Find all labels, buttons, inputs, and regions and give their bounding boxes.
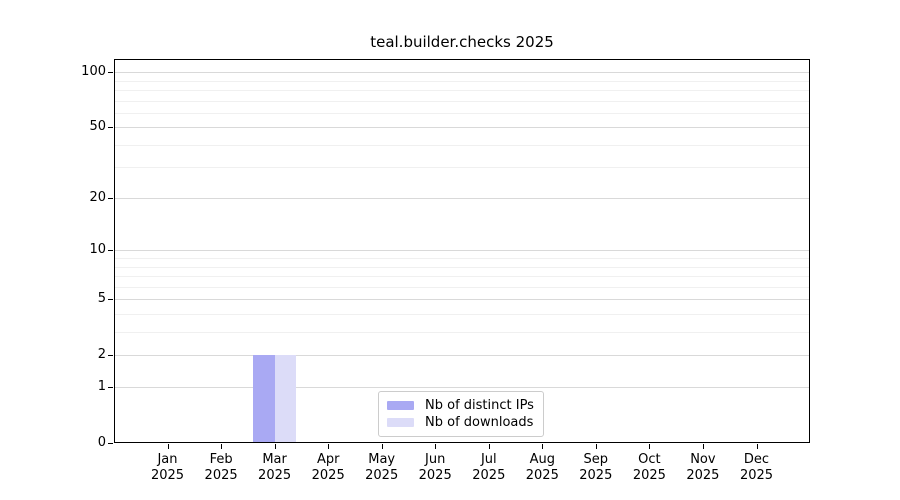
legend: Nb of distinct IPs Nb of downloads: [378, 391, 544, 437]
x-tick-label: Sep 2025: [579, 452, 613, 483]
y-tick: [108, 72, 113, 74]
x-tick-label: Jan 2025: [150, 452, 185, 483]
gridline-minor: [115, 313, 809, 315]
gridline-major: [115, 250, 809, 252]
y-tick-label: 100: [81, 64, 106, 80]
legend-label-downloads: Nb of downloads: [425, 415, 534, 430]
x-tick: [702, 444, 704, 449]
x-tick: [435, 444, 437, 449]
gridline-minor: [115, 275, 809, 277]
y-tick: [108, 127, 113, 129]
x-tick-label: Oct 2025: [632, 452, 666, 483]
gridline-major: [115, 354, 809, 356]
gridline-major: [115, 127, 809, 129]
x-tick-label: May 2025: [365, 452, 399, 483]
legend-row-distinct-ips: Nb of distinct IPs: [387, 397, 535, 414]
legend-label-distinct-ips: Nb of distinct IPs: [425, 398, 534, 413]
x-tick-label: Mar 2025: [258, 452, 292, 483]
x-tick: [167, 444, 169, 449]
legend-row-downloads: Nb of downloads: [387, 414, 535, 431]
gridline-minor: [115, 144, 809, 146]
bar-mar-downloads: [274, 354, 296, 442]
y-tick-label: 10: [89, 242, 106, 258]
gridline-major: [115, 387, 809, 389]
y-tick-label: 2: [97, 346, 106, 362]
x-tick-label: Apr 2025: [311, 452, 345, 483]
x-tick-label: Jul 2025: [472, 452, 506, 483]
gridline-minor: [115, 167, 809, 169]
gridline-minor: [115, 100, 809, 102]
gridline-major: [115, 299, 809, 300]
legend-swatch-distinct-ips-icon: [387, 401, 414, 410]
x-tick: [221, 444, 223, 449]
gridline-major: [115, 72, 809, 74]
x-tick-label: Aug 2025: [525, 452, 559, 483]
x-tick: [542, 444, 544, 449]
gridline-minor: [115, 112, 809, 114]
x-tick-label: Feb 2025: [204, 452, 238, 483]
y-tick: [108, 250, 113, 252]
y-tick-label: 1: [97, 379, 106, 395]
x-tick: [381, 444, 383, 449]
gridline-minor: [115, 266, 809, 268]
gridline-minor: [115, 286, 809, 288]
y-tick-label: 20: [89, 190, 106, 206]
gridline-minor: [115, 258, 809, 259]
x-tick: [274, 444, 276, 449]
gridline-minor: [115, 80, 809, 82]
gridline-minor: [115, 89, 809, 91]
x-tick-label: Nov 2025: [686, 452, 720, 483]
x-tick: [328, 444, 330, 449]
gridline-major: [115, 198, 809, 200]
chart-title: teal.builder.checks 2025: [370, 33, 554, 51]
x-tick-label: Dec 2025: [739, 452, 774, 483]
x-tick: [649, 444, 651, 449]
y-tick: [108, 387, 113, 389]
y-tick: [108, 299, 113, 300]
x-tick-label: Jun 2025: [418, 452, 452, 483]
y-tick-label: 0: [97, 435, 106, 450]
gridline-minor: [115, 331, 809, 333]
y-tick-label: 5: [97, 291, 106, 306]
y-tick: [108, 354, 113, 356]
y-tick: [108, 198, 113, 200]
x-tick: [488, 444, 490, 449]
x-tick: [756, 444, 758, 449]
y-tick-label: 50: [89, 119, 106, 135]
x-tick: [595, 444, 597, 449]
bar-mar-distinct-ips: [253, 354, 275, 442]
legend-swatch-downloads-icon: [387, 418, 414, 427]
y-tick: [108, 443, 113, 444]
